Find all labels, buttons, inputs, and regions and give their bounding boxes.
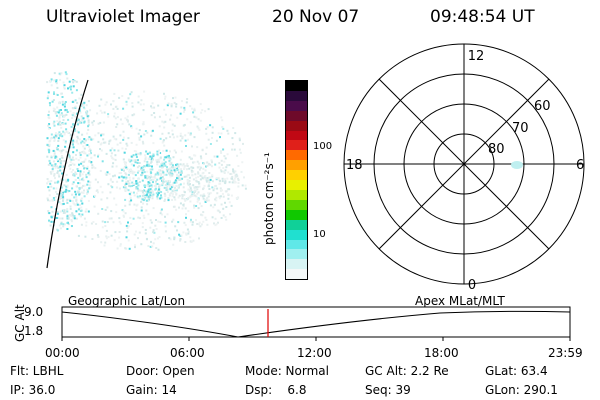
timeline-left-label: Geographic Lat/Lon [68, 294, 186, 308]
info-seq: Seq: 39 [365, 383, 411, 397]
colorbar-stripe [286, 81, 307, 91]
colorbar-stripe [286, 110, 307, 121]
polar-plot: 12 18 6 0 60 70 80 [343, 43, 585, 290]
timeline-xtick-0000: 00:00 [45, 346, 80, 360]
colorbar [285, 80, 308, 280]
time-label: 09:48:54 UT [430, 7, 535, 27]
colorbar-stripe [286, 249, 307, 260]
info-glat: GLat: 63.4 [485, 364, 548, 378]
timeline-xtick-2359: 23:59 [548, 346, 583, 360]
colorbar-stripe [286, 140, 307, 151]
info-ip: IP: 36.0 [10, 383, 56, 397]
colorbar-stripe [286, 219, 307, 230]
colorbar-stripe [286, 150, 307, 161]
colorbar-stripe [286, 209, 307, 220]
info-filter: Flt: LBHL [10, 364, 64, 378]
polar-lat-60: 60 [534, 99, 551, 114]
polar-label-18: 18 [346, 158, 363, 173]
colorbar-stripe [286, 90, 307, 101]
colorbar-tick-10: 10 [313, 229, 326, 240]
info-gain: Gain: 14 [126, 383, 177, 397]
colorbar-stripe [286, 130, 307, 141]
colorbar-stripe [286, 160, 307, 171]
colorbar-stripe [286, 239, 307, 250]
timeline-ticks [61, 337, 571, 341]
polar-label-6: 6 [576, 158, 584, 173]
colorbar-stripe [286, 269, 307, 280]
timeline-xtick-1200: 12:00 [297, 346, 332, 360]
colorbar-stripe [286, 229, 307, 240]
timeline-right-label: Apex MLat/MLT [415, 294, 505, 308]
colorbar-stripe [286, 120, 307, 131]
timeline-ytick-top: 9.0 [24, 305, 44, 319]
colorbar-stripe [286, 170, 307, 181]
polar-label-0: 0 [468, 278, 476, 290]
colorbar-stripe [286, 180, 307, 190]
info-gc-alt: GC Alt: 2.2 Re [365, 364, 449, 378]
polar-lat-80: 80 [488, 142, 505, 157]
earth-limb-line [46, 79, 89, 269]
info-mode: Mode: Normal [245, 364, 329, 378]
polar-aurora-spot [511, 161, 523, 169]
info-glon: GLon: 290.1 [485, 383, 558, 397]
colorbar-stripe [286, 189, 307, 200]
altitude-curve [61, 310, 571, 338]
polar-label-12: 12 [468, 49, 485, 64]
timeline-ytick-bottom: 1.8 [24, 324, 44, 338]
colorbar-stripe [286, 100, 307, 111]
colorbar-stripe [286, 259, 307, 270]
instrument-title: Ultraviolet Imager [46, 7, 200, 27]
colorbar-stripe [286, 199, 307, 210]
date-label: 20 Nov 07 [272, 7, 360, 27]
info-door: Door: Open [126, 364, 195, 378]
timeline-xtick-0600: 06:00 [170, 346, 205, 360]
info-dsp: Dsp: 6.8 [245, 383, 307, 397]
polar-diagonal-2 [378, 78, 550, 250]
colorbar-tick-100: 100 [313, 141, 333, 152]
auroral-speckle [46, 71, 247, 251]
polar-lat-70: 70 [512, 121, 529, 136]
timeline-xtick-1800: 18:00 [424, 346, 459, 360]
